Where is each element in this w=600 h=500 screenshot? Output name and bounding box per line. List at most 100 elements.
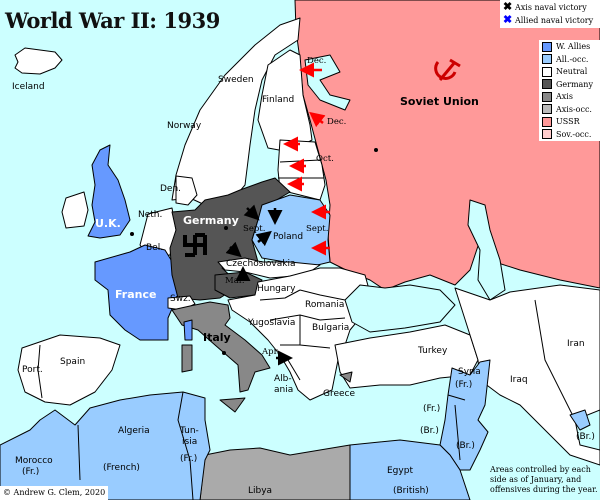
naval-legend-label: Axis naval victory (515, 3, 587, 12)
label-italy: Italy (203, 331, 231, 344)
label-tunisia-fr: (Fr.) (180, 454, 198, 464)
map-note: Areas controlled by each side as of Janu… (490, 465, 598, 494)
label-libya: Libya (248, 486, 273, 496)
label-palestine-br: (Br.) (420, 426, 439, 436)
naval-legend-label: Allied naval victory (515, 16, 594, 25)
legend-item: Axis-occ. (542, 103, 600, 115)
label-hungary: Hungary (257, 284, 296, 294)
border-algeria (77, 391, 194, 500)
label-romania: Romania (305, 300, 345, 310)
legend-item: All.-occ. (542, 53, 600, 65)
label-algeria: Algeria (118, 426, 150, 436)
region-sardinia (181, 344, 193, 373)
legend-label: W. Allies (556, 42, 591, 51)
label-moravia: Mar. (225, 276, 245, 286)
offensive-label-sept-west: Sept. (243, 224, 266, 234)
legend-label: Germany (556, 79, 593, 89)
hammer-sickle-icon (434, 58, 461, 81)
region-kuwait (569, 409, 591, 431)
legend-item: Axis (542, 91, 600, 103)
region-french-north-africa (0, 391, 211, 500)
legend-item: USSR (542, 116, 600, 128)
border-balkans (259, 289, 346, 381)
region-iceland (14, 47, 63, 75)
legend-item: Neutral (542, 66, 600, 78)
label-albania-1: Alb- (274, 374, 292, 384)
naval-legend-allied: ✖ Allied naval victory (500, 14, 600, 26)
label-tunisia-1: Tun- (180, 426, 199, 436)
german-arrow-prussia (243, 204, 260, 221)
map-legend: W. Allies All.-occ. Neutral Germany Axis… (539, 40, 600, 141)
sea-black-sea (344, 284, 456, 333)
region-sicily (219, 397, 246, 413)
label-france: France (115, 288, 157, 301)
label-lebanon-fr: (Fr.) (423, 404, 441, 414)
label-bulgaria: Bulgaria (312, 323, 350, 333)
label-morocco-fr: (Fr.) (22, 467, 40, 477)
legend-item: Sov.-occ. (542, 128, 600, 140)
label-czechoslovakia: Czechoslovakia (226, 259, 296, 269)
border-portugal (37, 344, 43, 399)
offensive-label-dec-north: Dec. (307, 56, 327, 66)
label-tunisia-2: isia (182, 437, 198, 447)
x-mark-icon: ✖ (503, 0, 513, 13)
swastika-icon (183, 233, 207, 257)
region-dodecanese (339, 371, 353, 383)
region-soviet-union (294, 0, 600, 291)
label-belgium: Bel. (146, 243, 164, 253)
capital-berlin (224, 226, 228, 230)
region-uk (87, 144, 131, 239)
label-denmark: Den. (160, 184, 182, 194)
label-greece: Greece (323, 389, 356, 399)
region-libya (199, 444, 351, 500)
legend-swatch (542, 116, 552, 127)
offensive-label-oct: Oct. (316, 154, 334, 164)
legend-item: W. Allies (542, 41, 600, 53)
naval-legend-axis: ✖ Axis naval victory (500, 1, 600, 13)
label-turkey: Turkey (418, 346, 448, 356)
label-poland: Poland (273, 232, 304, 242)
label-egypt-british: (British) (393, 486, 429, 496)
german-arrow-bohemia (225, 241, 242, 258)
label-germany: Germany (183, 214, 239, 227)
label-syria-fr: (Fr.) (455, 380, 473, 390)
region-italy (171, 301, 271, 393)
label-albania-2: ania (274, 385, 294, 395)
map-title: World War II: 1939 (5, 8, 220, 33)
legend-swatch (542, 66, 552, 77)
label-uk: U.K. (95, 217, 121, 230)
label-norway: Norway (167, 121, 202, 131)
german-arrow-slovakia (255, 230, 272, 247)
label-morocco: Morocco (15, 456, 53, 466)
legend-label: All.-occ. (556, 54, 589, 64)
label-soviet-union: Soviet Union (400, 95, 479, 108)
legend-label: Sov.-occ. (556, 129, 592, 139)
legend-label: Axis-occ. (556, 104, 592, 114)
copyright: © Andrew G. Clem, 2020 (0, 486, 109, 500)
soviet-arrow-finland-south (309, 111, 326, 128)
label-iraq: Iraq (510, 375, 528, 385)
label-spain: Spain (60, 357, 86, 367)
border-iraq-iran (534, 299, 576, 421)
legend-item: Germany (542, 78, 600, 90)
legend-swatch (542, 54, 552, 64)
region-finland (257, 49, 313, 153)
region-ireland (61, 191, 89, 229)
label-finland: Finland (262, 95, 295, 105)
label-kuwait-br: (Br.) (576, 432, 595, 442)
label-sweden: Sweden (218, 75, 254, 85)
label-egypt: Egypt (387, 466, 413, 476)
capital-moscow (374, 148, 378, 152)
label-syria: Syria (458, 367, 481, 377)
region-france (94, 244, 179, 341)
x-mark-icon: ✖ (503, 13, 513, 26)
legend-label: Neutral (556, 67, 588, 76)
region-egypt (349, 439, 471, 500)
legend-swatch (542, 79, 552, 89)
region-corsica (183, 319, 193, 341)
legend-swatch (542, 41, 552, 52)
offensive-label-apr: Apr. (262, 347, 280, 357)
label-yugoslavia: Yugoslavia (248, 318, 296, 328)
label-netherlands: Neth. (138, 210, 163, 220)
